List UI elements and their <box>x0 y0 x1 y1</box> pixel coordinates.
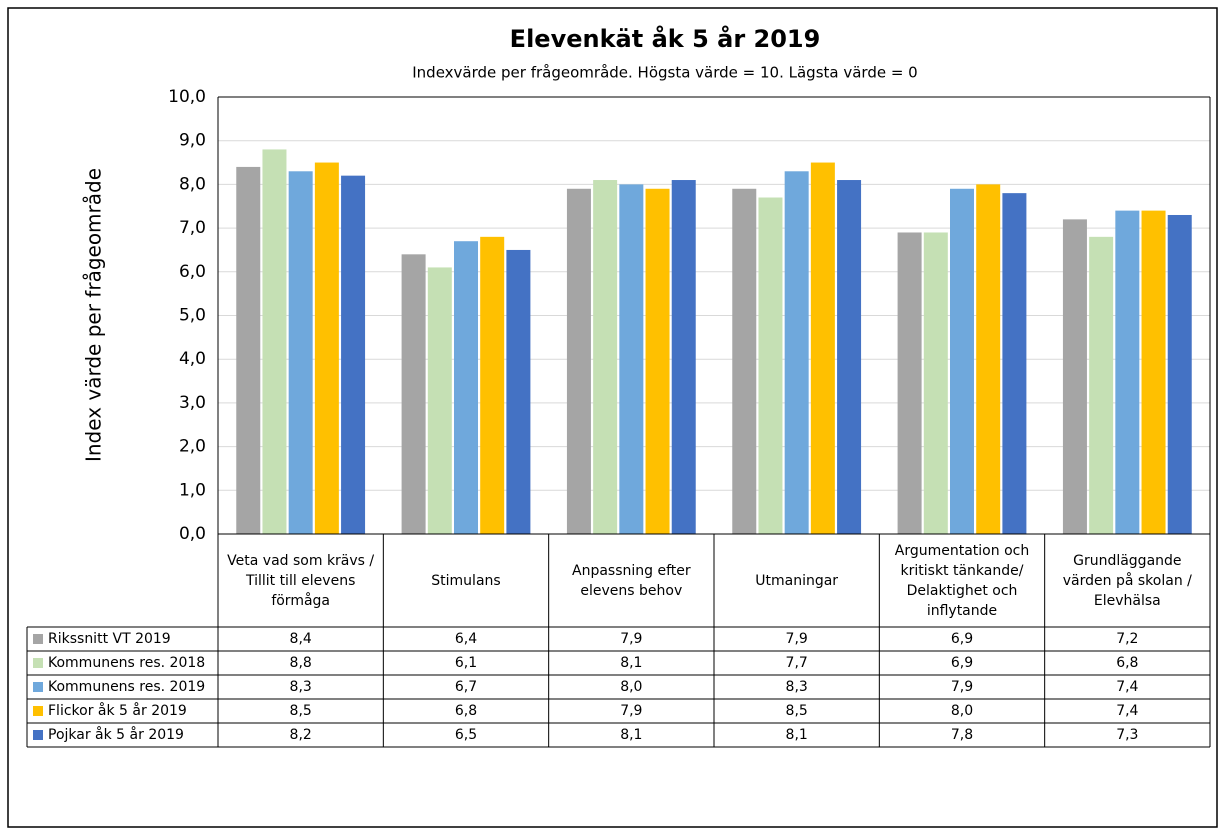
table-value: 6,8 <box>1116 655 1138 671</box>
table-value: 6,4 <box>455 631 477 647</box>
table-value: 7,9 <box>620 703 642 719</box>
bar <box>837 180 862 534</box>
table-value: 6,5 <box>455 727 477 743</box>
bar <box>784 171 809 535</box>
bar <box>1062 219 1087 535</box>
legend-key <box>33 706 43 716</box>
y-tick-label: 6,0 <box>179 262 206 282</box>
table-value: 8,3 <box>290 679 312 695</box>
table-value: 7,7 <box>786 655 808 671</box>
table-value: 8,8 <box>290 655 312 671</box>
table-value: 8,4 <box>290 631 312 647</box>
legend-label: Flickor åk 5 år 2019 <box>48 702 187 719</box>
bar <box>976 184 1001 534</box>
table-value: 8,1 <box>620 655 642 671</box>
y-tick-label: 1,0 <box>179 480 206 500</box>
bar <box>758 197 783 534</box>
table-value: 7,8 <box>951 727 973 743</box>
bar <box>566 188 591 534</box>
table-value: 8,1 <box>620 727 642 743</box>
legend-label: Kommunens res. 2018 <box>48 655 205 671</box>
legend-key <box>33 730 43 740</box>
table-value: 6,9 <box>951 631 973 647</box>
bar <box>645 188 670 534</box>
bar <box>454 241 478 534</box>
bar <box>401 254 426 534</box>
table-value: 6,1 <box>455 655 477 671</box>
bar <box>1089 236 1114 534</box>
table-value: 8,5 <box>290 703 312 719</box>
bar <box>236 166 261 535</box>
table-value: 7,4 <box>1116 703 1138 719</box>
table-value: 7,4 <box>1116 679 1138 695</box>
category-label: Veta vad som krävs / Tillit till elevens… <box>227 552 375 609</box>
table-value: 6,7 <box>455 679 477 695</box>
y-tick-label: 9,0 <box>179 131 206 151</box>
category-label: Grundläggande värden på skolan / Elevhäl… <box>1062 552 1192 609</box>
legend-key <box>33 682 43 692</box>
table-value: 6,8 <box>455 703 477 719</box>
legend-key <box>33 634 43 644</box>
bar <box>1115 210 1140 534</box>
table-value: 8,2 <box>290 727 312 743</box>
table-value: 8,5 <box>786 703 808 719</box>
chart-subtitle: Indexvärde per frågeområde. Högsta värde… <box>412 64 917 82</box>
y-tick-label: 0,0 <box>179 524 206 544</box>
bar <box>341 175 366 534</box>
bar <box>1002 193 1027 534</box>
bar <box>671 180 696 534</box>
bar <box>732 188 757 534</box>
y-axis-label: Index värde per frågeområde <box>82 168 106 462</box>
bar <box>593 180 618 534</box>
bar <box>262 149 287 534</box>
table-value: 8,1 <box>786 727 808 743</box>
y-tick-label: 2,0 <box>179 437 206 457</box>
bar <box>288 171 313 535</box>
bar <box>1141 210 1166 534</box>
y-tick-label: 8,0 <box>179 174 206 194</box>
table-value: 7,3 <box>1116 727 1138 743</box>
y-tick-label: 3,0 <box>179 393 206 413</box>
bar <box>506 249 531 534</box>
table-value: 7,9 <box>620 631 642 647</box>
y-tick-label: 10,0 <box>168 87 206 107</box>
bar <box>923 232 948 534</box>
table-value: 8,0 <box>951 703 973 719</box>
bar <box>897 232 922 534</box>
y-tick-label: 4,0 <box>179 349 206 369</box>
table-value: 8,0 <box>620 679 642 695</box>
category-label: Utmaningar <box>755 572 839 589</box>
table-value: 6,9 <box>951 655 973 671</box>
legend-key <box>33 658 43 668</box>
bar <box>950 188 974 534</box>
legend-label: Pojkar åk 5 år 2019 <box>48 726 184 743</box>
category-label: Anpassning efter elevens behov <box>572 562 691 599</box>
table-value: 7,9 <box>786 631 808 647</box>
table-value: 7,2 <box>1116 631 1138 647</box>
category-label: Argumentation och kritiskt tänkande/ Del… <box>894 542 1030 619</box>
bar <box>619 184 644 534</box>
category-label: Stimulans <box>431 572 501 589</box>
bar <box>810 162 835 535</box>
bar <box>314 162 339 535</box>
chart-title: Elevenkät åk 5 år 2019 <box>510 24 821 53</box>
y-tick-label: 5,0 <box>179 306 206 326</box>
legend-label: Rikssnitt VT 2019 <box>48 631 171 647</box>
bar <box>427 267 452 534</box>
table-value: 7,9 <box>951 679 973 695</box>
table-value: 8,3 <box>786 679 808 695</box>
bar <box>1167 214 1192 535</box>
legend-label: Kommunens res. 2019 <box>48 679 205 695</box>
y-tick-label: 7,0 <box>179 218 206 238</box>
bar <box>480 236 505 534</box>
